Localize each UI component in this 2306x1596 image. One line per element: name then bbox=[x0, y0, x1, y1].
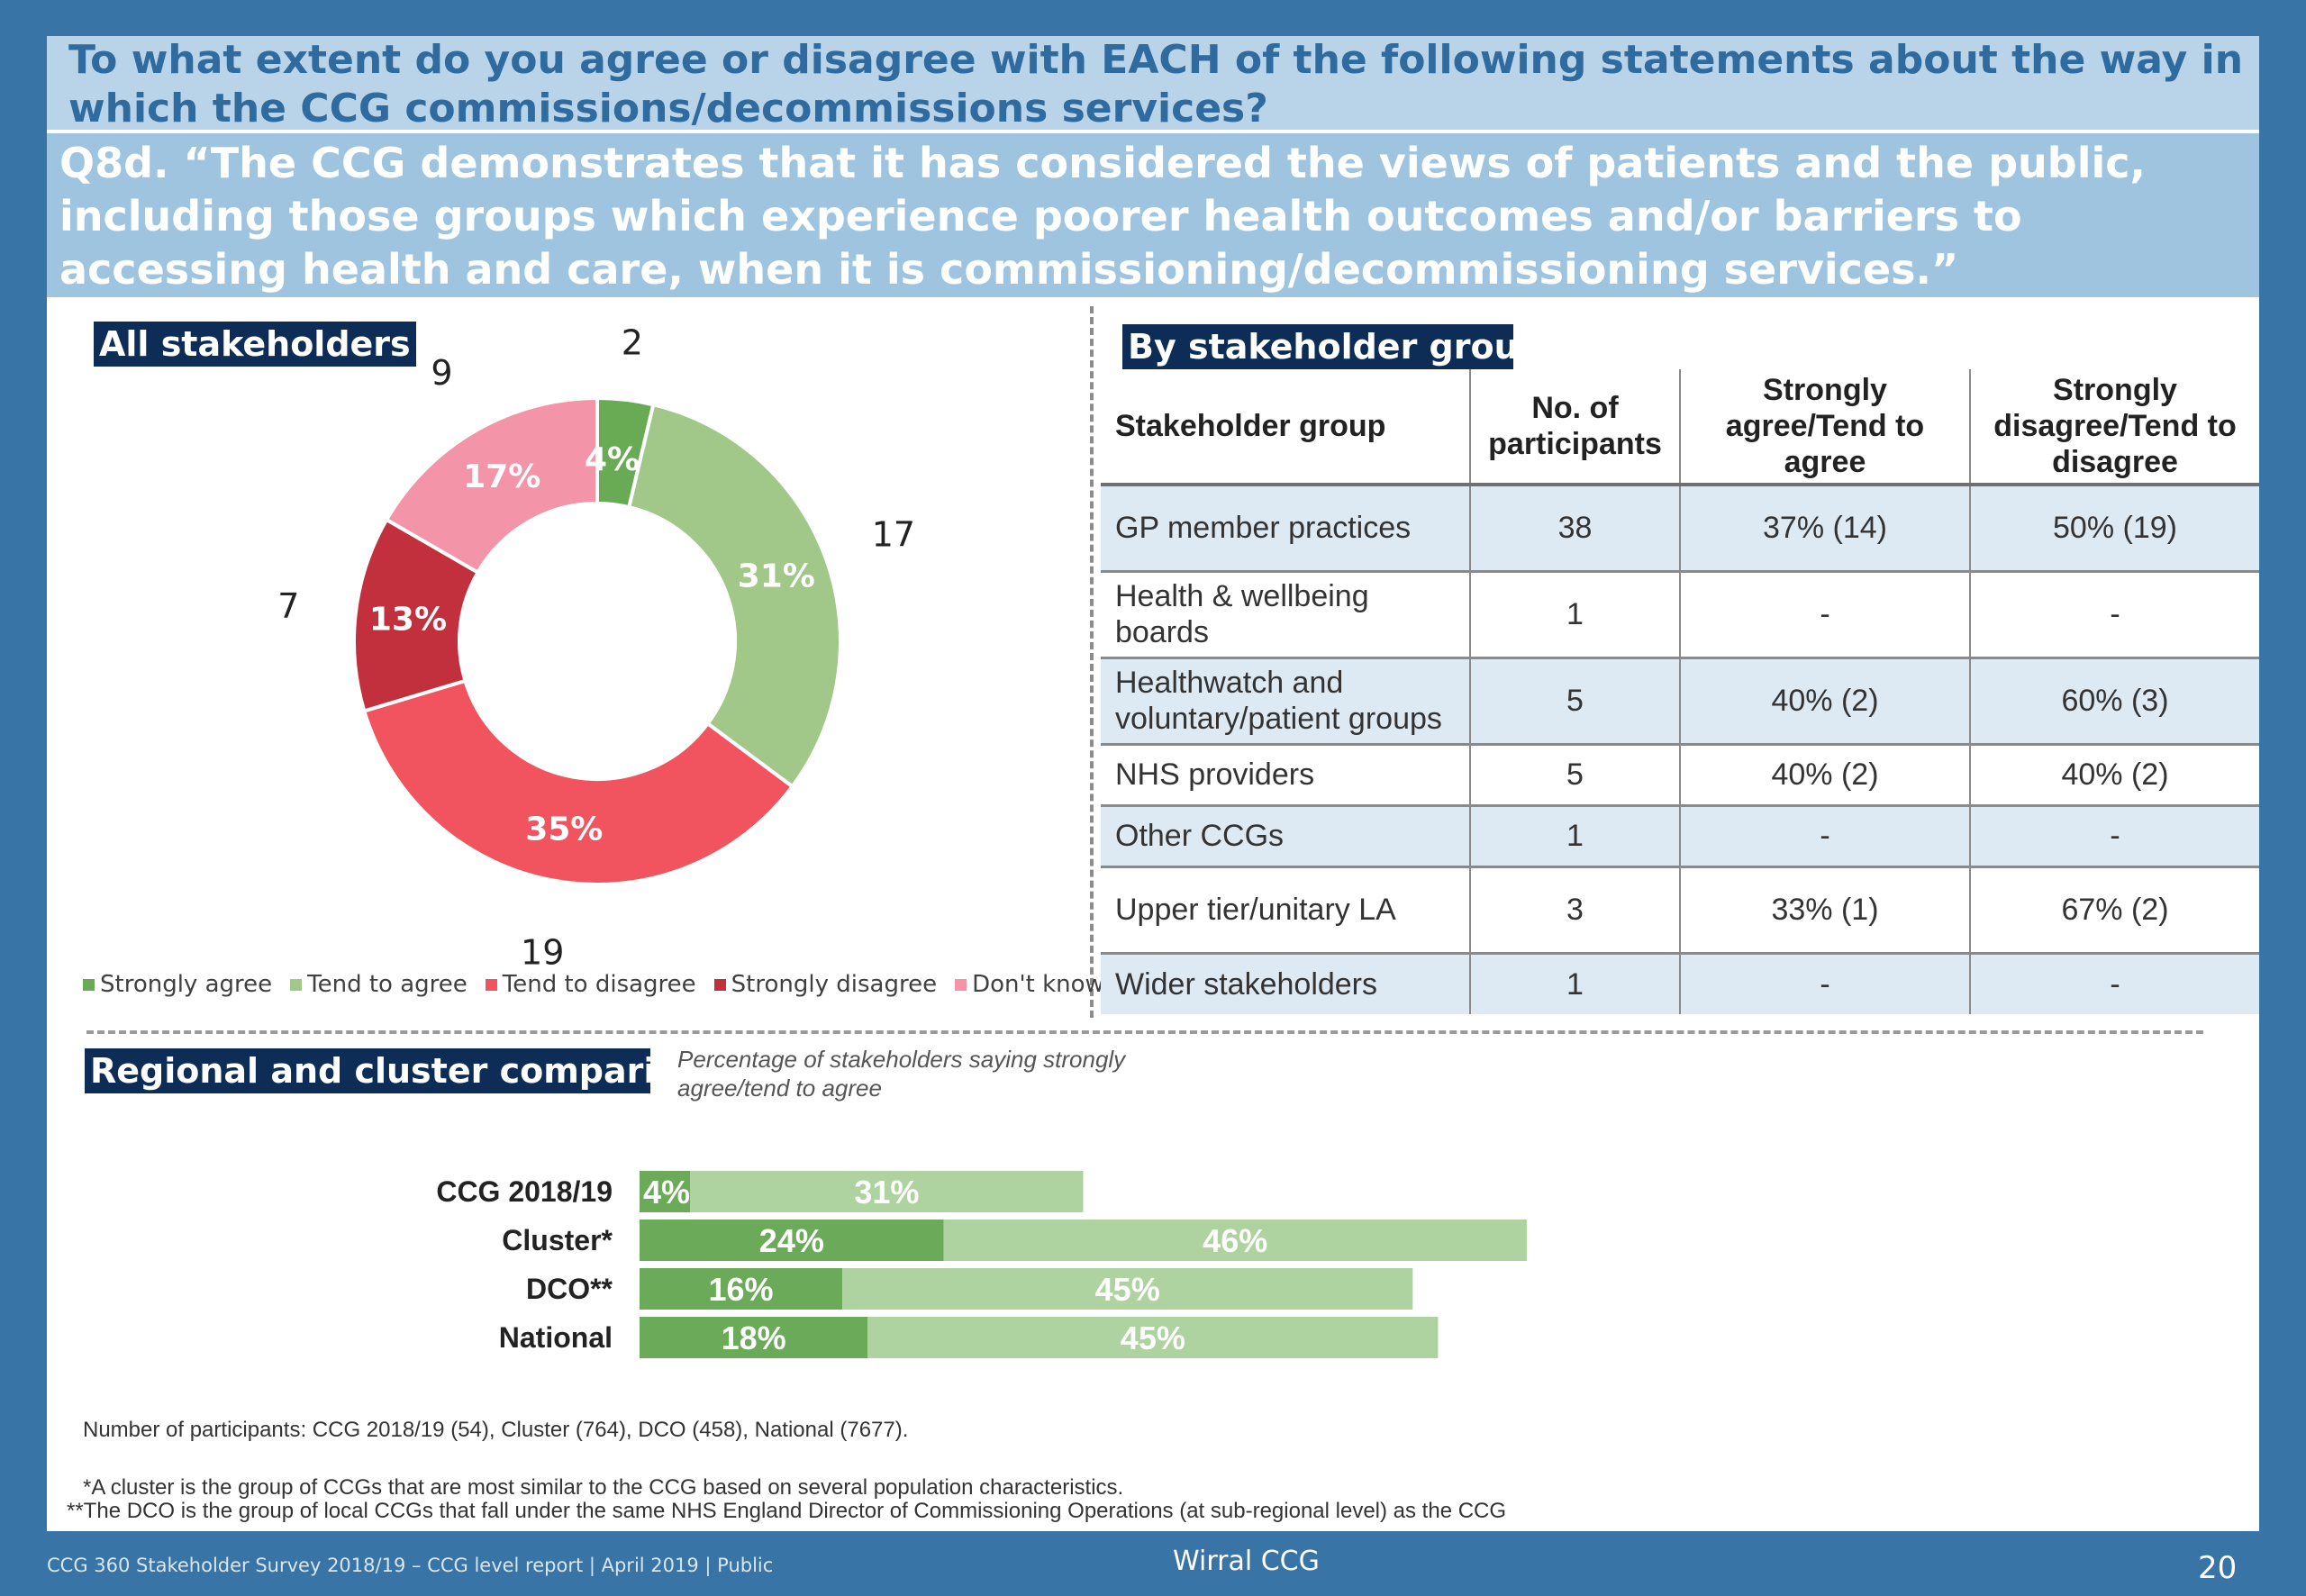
donut-slice-tend-to-disagree bbox=[361, 678, 795, 886]
legend-label: Don't know bbox=[972, 971, 1104, 998]
statement-text: Q8d. “The CCG demonstrates that it has c… bbox=[59, 139, 2146, 294]
cell-group: Upper tier/unitary LA bbox=[1101, 865, 1470, 953]
cluster-footnote: *A cluster is the group of CCGs that are… bbox=[83, 1475, 1124, 1500]
donut-slice-tend-to-agree bbox=[626, 402, 842, 790]
legend-label: Strongly disagree bbox=[731, 971, 938, 998]
cell-agree: - bbox=[1679, 951, 1970, 1014]
donut-count-label: 17 bbox=[872, 514, 915, 554]
cell-participants: 38 bbox=[1469, 483, 1680, 571]
cell-disagree: - bbox=[1969, 951, 2259, 1014]
cell-disagree: 67% (2) bbox=[1969, 865, 2259, 953]
cell-disagree: - bbox=[1969, 803, 2259, 866]
horizontal-divider bbox=[86, 1030, 2203, 1034]
legend-swatch bbox=[290, 978, 303, 991]
legend-swatch bbox=[955, 978, 967, 991]
donut-count-label: 9 bbox=[431, 353, 452, 393]
donut-count-label: 7 bbox=[277, 586, 299, 626]
col-header-group: Stakeholder group bbox=[1101, 369, 1470, 486]
legend-label: Tend to disagree bbox=[502, 971, 696, 998]
legend-item-tend-to-agree: Tend to agree bbox=[290, 969, 468, 1000]
table-row: Other CCGs 1 - - bbox=[1101, 803, 2259, 866]
cell-group: NHS providers bbox=[1101, 742, 1470, 805]
donut-percent-label: 4% bbox=[585, 441, 640, 478]
donut-chart: 4% 2 31% 17 35% 19 13% 7 17% 9 bbox=[277, 322, 915, 973]
bar-chart-note: Percentage of stakeholders saying strong… bbox=[677, 1046, 1126, 1102]
question-header: To what extent do you agree or disagree … bbox=[47, 36, 2259, 131]
statement-header: Q8d. “The CCG demonstrates that it has c… bbox=[47, 133, 2259, 297]
cell-group: Health & wellbeing boards bbox=[1101, 569, 1470, 657]
stakeholder-table: Stakeholder group No. of participants St… bbox=[1101, 369, 2259, 1014]
legend-item-tend-to-disagree: Tend to disagree bbox=[485, 969, 696, 1000]
legend-swatch bbox=[485, 978, 497, 991]
cell-disagree: 40% (2) bbox=[1969, 742, 2259, 805]
col-header-agree: Strongly agree/Tend to agree bbox=[1679, 369, 1970, 486]
cell-group: GP member practices bbox=[1101, 483, 1470, 571]
legend-label: Tend to agree bbox=[307, 971, 468, 998]
cell-agree: 40% (2) bbox=[1679, 742, 1970, 805]
cell-disagree: 60% (3) bbox=[1969, 656, 2259, 744]
cell-participants: 5 bbox=[1469, 742, 1680, 805]
legend-item-strongly-disagree: Strongly disagree bbox=[713, 969, 938, 1000]
legend-swatch bbox=[83, 978, 95, 991]
footer-ccg-name: Wirral CCG bbox=[1173, 1546, 1320, 1577]
cell-group: Healthwatch and voluntary/patient groups bbox=[1101, 656, 1470, 744]
cell-group: Wider stakeholders bbox=[1101, 951, 1470, 1014]
cell-participants: 1 bbox=[1469, 951, 1680, 1014]
table-row: GP member practices 38 37% (14) 50% (19) bbox=[1101, 483, 2259, 571]
page-number: 20 bbox=[2198, 1550, 2238, 1586]
bar-category-label: DCO** bbox=[525, 1273, 613, 1305]
cell-agree: 40% (2) bbox=[1679, 656, 1970, 744]
legend-item-dont-know: Don't know bbox=[955, 969, 1104, 1000]
cell-disagree: 50% (19) bbox=[1969, 483, 2259, 571]
table-row: Healthwatch and voluntary/patient groups… bbox=[1101, 656, 2259, 744]
table-row: Upper tier/unitary LA 3 33% (1) 67% (2) bbox=[1101, 865, 2259, 953]
question-text: To what extent do you agree or disagree … bbox=[68, 37, 2244, 131]
vertical-divider bbox=[1090, 306, 1094, 1018]
donut-count-label: 2 bbox=[622, 322, 643, 362]
dco-footnote: **The DCO is the group of local CCGs tha… bbox=[67, 1499, 1507, 1523]
all-stakeholders-title: All stakeholders bbox=[94, 322, 416, 367]
cell-participants: 5 bbox=[1469, 656, 1680, 744]
legend-swatch bbox=[713, 978, 726, 991]
col-header-participants: No. of participants bbox=[1469, 369, 1680, 486]
table-row: Wider stakeholders 1 - - bbox=[1101, 951, 2259, 1014]
cell-agree: 37% (14) bbox=[1679, 483, 1970, 571]
cell-participants: 1 bbox=[1469, 569, 1680, 657]
cell-group: Other CCGs bbox=[1101, 803, 1470, 866]
cell-agree: - bbox=[1679, 569, 1970, 657]
donut-count-label: 19 bbox=[521, 933, 564, 973]
col-header-disagree: Strongly disagree/Tend to disagree bbox=[1969, 369, 2259, 486]
legend-label: Strongly agree bbox=[100, 971, 273, 998]
table-row: Health & wellbeing boards 1 - - bbox=[1101, 569, 2259, 657]
cell-agree: 33% (1) bbox=[1679, 865, 1970, 953]
donut-slice-dont-know bbox=[384, 395, 599, 576]
table-row: NHS providers 5 40% (2) 40% (2) bbox=[1101, 742, 2259, 805]
donut-percent-label: 35% bbox=[525, 811, 603, 848]
footer-report-info: CCG 360 Stakeholder Survey 2018/19 – CCG… bbox=[47, 1555, 774, 1576]
cell-agree: - bbox=[1679, 803, 1970, 866]
bar-category-label: National bbox=[498, 1321, 613, 1354]
regional-title: Regional and cluster comparisons bbox=[85, 1048, 744, 1093]
cell-participants: 3 bbox=[1469, 865, 1680, 953]
donut-percent-label: 17% bbox=[463, 458, 540, 495]
by-group-title: By stakeholder group bbox=[1122, 324, 1543, 369]
bar-category-label: CCG 2018/19 bbox=[436, 1175, 613, 1208]
participants-footnote: Number of participants: CCG 2018/19 (54)… bbox=[83, 1418, 909, 1442]
cell-participants: 1 bbox=[1469, 803, 1680, 866]
cell-disagree: - bbox=[1969, 569, 2259, 657]
bar-category-label: Cluster* bbox=[502, 1224, 613, 1256]
donut-percent-label: 31% bbox=[738, 558, 815, 595]
donut-legend: Strongly agree Tend to agree Tend to disag… bbox=[83, 969, 1104, 1000]
donut-percent-label: 13% bbox=[369, 601, 447, 638]
legend-item-strongly-agree: Strongly agree bbox=[83, 969, 272, 1000]
